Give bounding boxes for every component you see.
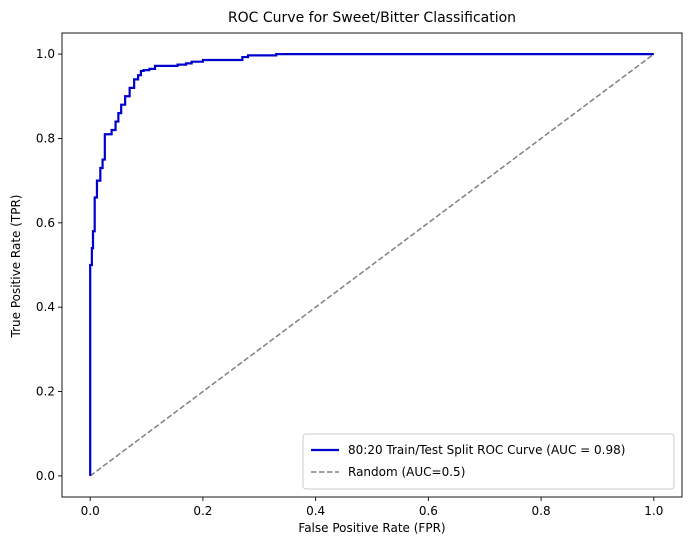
y-tick-label: 0.6 [36, 216, 55, 230]
x-tick-label: 0.4 [306, 504, 325, 518]
legend-random-label: Random (AUC=0.5) [348, 465, 465, 479]
y-tick-label: 0.0 [36, 469, 55, 483]
x-axis-label: False Positive Rate (FPR) [298, 521, 445, 535]
x-tick-label: 1.0 [644, 504, 663, 518]
x-tick-label: 0.6 [419, 504, 438, 518]
legend: 80:20 Train/Test Split ROC Curve (AUC = … [302, 433, 675, 490]
chart-title: ROC Curve for Sweet/Bitter Classificatio… [228, 10, 516, 26]
y-tick-label: 0.2 [36, 385, 55, 399]
random-baseline-line [89, 53, 655, 477]
roc-curve-line [89, 52, 654, 476]
plot-frame [61, 32, 683, 498]
y-axis: 0.0 0.2 0.4 0.6 0.8 1.0 [36, 47, 62, 483]
legend-roc-label: 80:20 Train/Test Split ROC Curve (AUC = … [348, 443, 625, 457]
x-axis: 0.0 0.2 0.4 0.6 0.8 1.0 [81, 497, 663, 518]
x-tick-label: 0.2 [193, 504, 212, 518]
y-axis-label: True Positive Rate (TPR) [9, 195, 23, 339]
x-tick-label: 0.0 [81, 504, 100, 518]
plot-area [61, 32, 683, 498]
y-tick-label: 0.8 [36, 131, 55, 145]
legend-box [302, 433, 675, 490]
y-tick-label: 1.0 [36, 47, 55, 61]
x-tick-label: 0.8 [532, 504, 551, 518]
y-tick-label: 0.4 [36, 300, 55, 314]
